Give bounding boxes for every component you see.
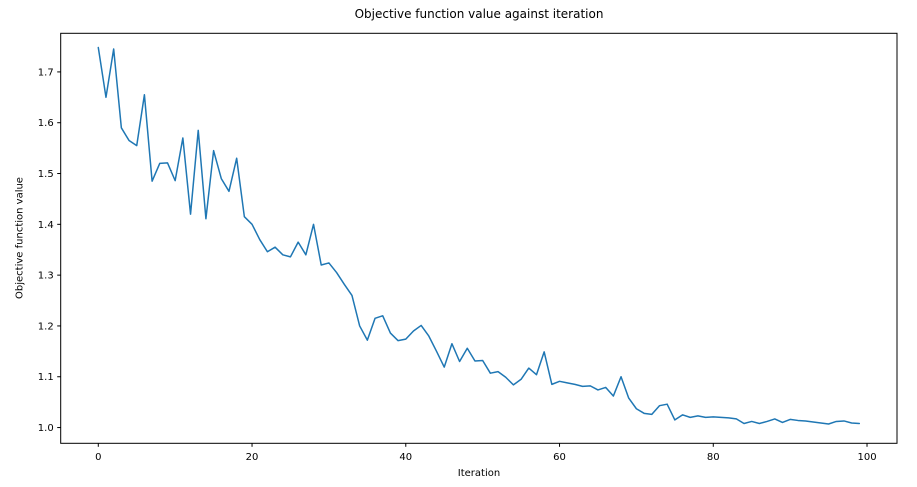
- y-tick-label: 1.5: [38, 169, 54, 180]
- x-tick-label: 40: [399, 452, 412, 463]
- y-tick-label: 1.2: [38, 321, 54, 332]
- y-tick-label: 1.6: [38, 118, 54, 129]
- y-tick-label: 1.0: [38, 423, 54, 434]
- y-tick-label: 1.7: [38, 67, 54, 78]
- y-tick-label: 1.4: [38, 220, 54, 231]
- x-tick-label: 60: [553, 452, 566, 463]
- y-tick-label: 1.1: [38, 372, 54, 383]
- x-tick-label: 20: [246, 452, 259, 463]
- x-tick-label: 0: [95, 452, 101, 463]
- x-tick-label: 80: [707, 452, 720, 463]
- plot-border: [60, 32, 898, 444]
- x-axis-label: Iteration: [457, 468, 501, 479]
- y-tick-label: 1.3: [38, 271, 54, 282]
- y-axis-label: Objective function value: [14, 177, 26, 299]
- chart-title: Objective function value against iterati…: [354, 7, 604, 21]
- x-tick-label: 100: [857, 452, 876, 463]
- series-line-objective-function-value: [97, 46, 861, 425]
